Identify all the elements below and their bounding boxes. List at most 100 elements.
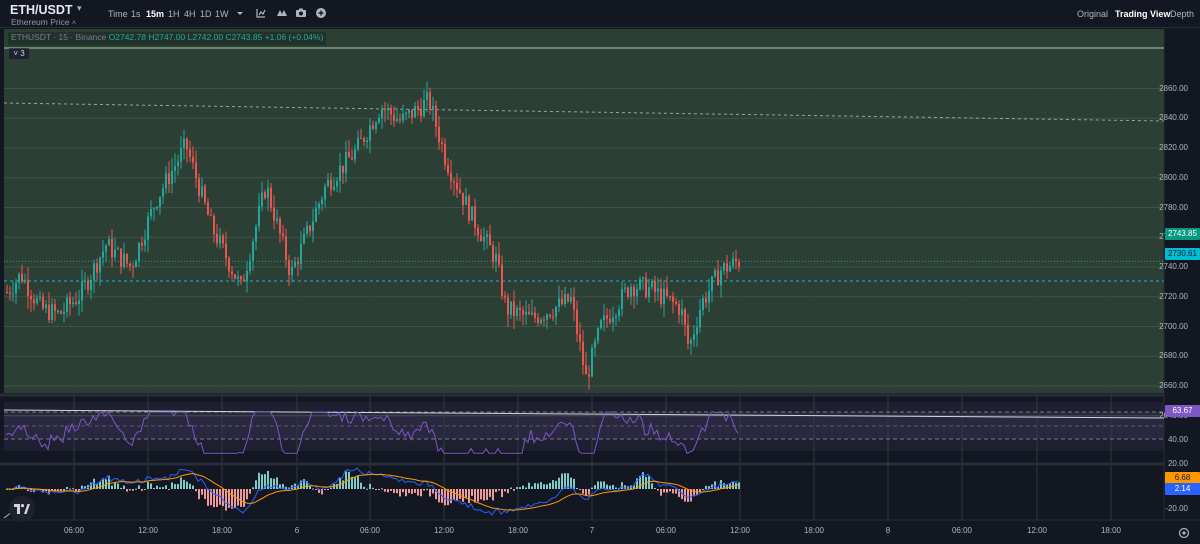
add-icon[interactable] (315, 7, 327, 19)
histogram-bar (102, 478, 104, 489)
histogram-bar (324, 489, 326, 490)
candle-body (609, 318, 611, 323)
candle-body (513, 301, 515, 316)
tradingview-logo[interactable] (9, 496, 35, 522)
histogram-bar (384, 489, 386, 492)
candle-body (396, 119, 398, 122)
pair-title[interactable]: ETH/USDT (10, 3, 73, 17)
candle-body (714, 270, 716, 277)
tab-1d[interactable]: 1D (200, 9, 212, 19)
histogram-bar (705, 485, 707, 489)
candle-body (18, 273, 20, 283)
histogram-bar (717, 486, 719, 489)
view-trading-view[interactable]: Trading View (1115, 9, 1171, 19)
candle-body (450, 172, 452, 182)
tab-4h[interactable]: 4H (184, 9, 196, 19)
histogram-bar (399, 489, 401, 497)
candle-body (105, 245, 107, 252)
time-tick-label: 18:00 (803, 526, 825, 535)
histogram-bar (132, 489, 134, 491)
collapse-indicators-button[interactable]: ˅ 3 (8, 48, 30, 60)
histogram-bar (180, 477, 182, 489)
tab-1s[interactable]: 1s (131, 9, 141, 19)
candle-body (399, 119, 401, 121)
histogram-bar (408, 489, 410, 494)
time-tick-label: 8 (885, 526, 891, 535)
tab-15m[interactable]: 15m (146, 9, 165, 19)
histogram-bar (207, 489, 209, 506)
indicators-icon[interactable] (276, 7, 288, 19)
candle-body (561, 298, 563, 305)
candle-body (213, 215, 215, 234)
candle-body (474, 206, 476, 228)
candle-body (9, 292, 11, 294)
histogram-bar (186, 481, 188, 489)
candle-body (468, 196, 470, 221)
histogram-bar (402, 489, 404, 493)
price-tick-label: 2860.00 (1159, 83, 1188, 93)
camera-icon[interactable] (295, 7, 307, 19)
histogram-bar (159, 487, 161, 489)
time-tick-label: 12:00 (729, 526, 751, 535)
candle-body (195, 162, 197, 179)
histogram-bar (84, 486, 86, 489)
tab-1w[interactable]: 1W (215, 9, 229, 19)
histogram-bar (312, 488, 314, 490)
histogram-bar (279, 484, 281, 489)
candle-body (21, 273, 23, 282)
candle-body (225, 243, 227, 259)
macd-line (5, 467, 739, 516)
tab-time[interactable]: Time (108, 9, 128, 19)
histogram-bar (135, 488, 137, 490)
chevron-up-icon: ˄ (71, 20, 77, 27)
price-tick-label: 2800.00 (1159, 172, 1188, 182)
time-tick-label: 18:00 (507, 526, 529, 535)
histogram-bar (258, 472, 260, 489)
candle-body (612, 317, 614, 323)
candle-body (672, 296, 674, 302)
candle-body (285, 236, 287, 261)
histogram-bar (273, 478, 275, 489)
view-depth[interactable]: Depth (1170, 9, 1195, 19)
histogram-bar (471, 489, 473, 496)
histogram-bar (525, 487, 527, 489)
candle-body (726, 263, 728, 272)
tab-1h[interactable]: 1H (168, 9, 180, 19)
histogram-bar (501, 489, 503, 498)
histogram-bar (120, 487, 122, 489)
legend-open: O2742.78 (108, 32, 146, 42)
view-original[interactable]: Original (1077, 9, 1109, 19)
pair-dropdown-icon[interactable]: ▾ (77, 3, 82, 13)
histogram-bar (690, 489, 692, 502)
candle-body (420, 108, 422, 117)
chevron-down-icon: ˅ (13, 49, 18, 58)
legend-symbol: ETHUSDT · 15 · Binance (11, 32, 107, 42)
candle-body (666, 288, 668, 296)
histogram-bar (42, 489, 44, 493)
candle-body (642, 277, 644, 280)
gear-icon[interactable] (1178, 527, 1190, 539)
candle-body (231, 271, 233, 275)
histogram-bar (510, 487, 512, 489)
candle-body (405, 112, 407, 114)
histogram-bar (591, 487, 593, 489)
histogram-bar (579, 489, 581, 490)
histogram-bar (144, 489, 146, 490)
histogram-bar (63, 489, 65, 491)
candle-body (588, 374, 590, 377)
histogram-bar (660, 489, 662, 496)
histogram-bar (444, 489, 446, 506)
candle-body (600, 320, 602, 329)
macd-tick-neg20: -20.00 (1165, 504, 1188, 513)
histogram-bar (261, 474, 263, 489)
candle-body (150, 208, 152, 217)
candle-body (45, 304, 47, 309)
histogram-bar (372, 487, 374, 489)
time-tick-label: 6 (294, 526, 300, 535)
candles-icon[interactable] (255, 7, 267, 19)
candle-body (390, 107, 392, 115)
histogram-bar (513, 489, 515, 491)
chevron-down-icon[interactable] (234, 7, 246, 19)
candle-body (189, 149, 191, 157)
